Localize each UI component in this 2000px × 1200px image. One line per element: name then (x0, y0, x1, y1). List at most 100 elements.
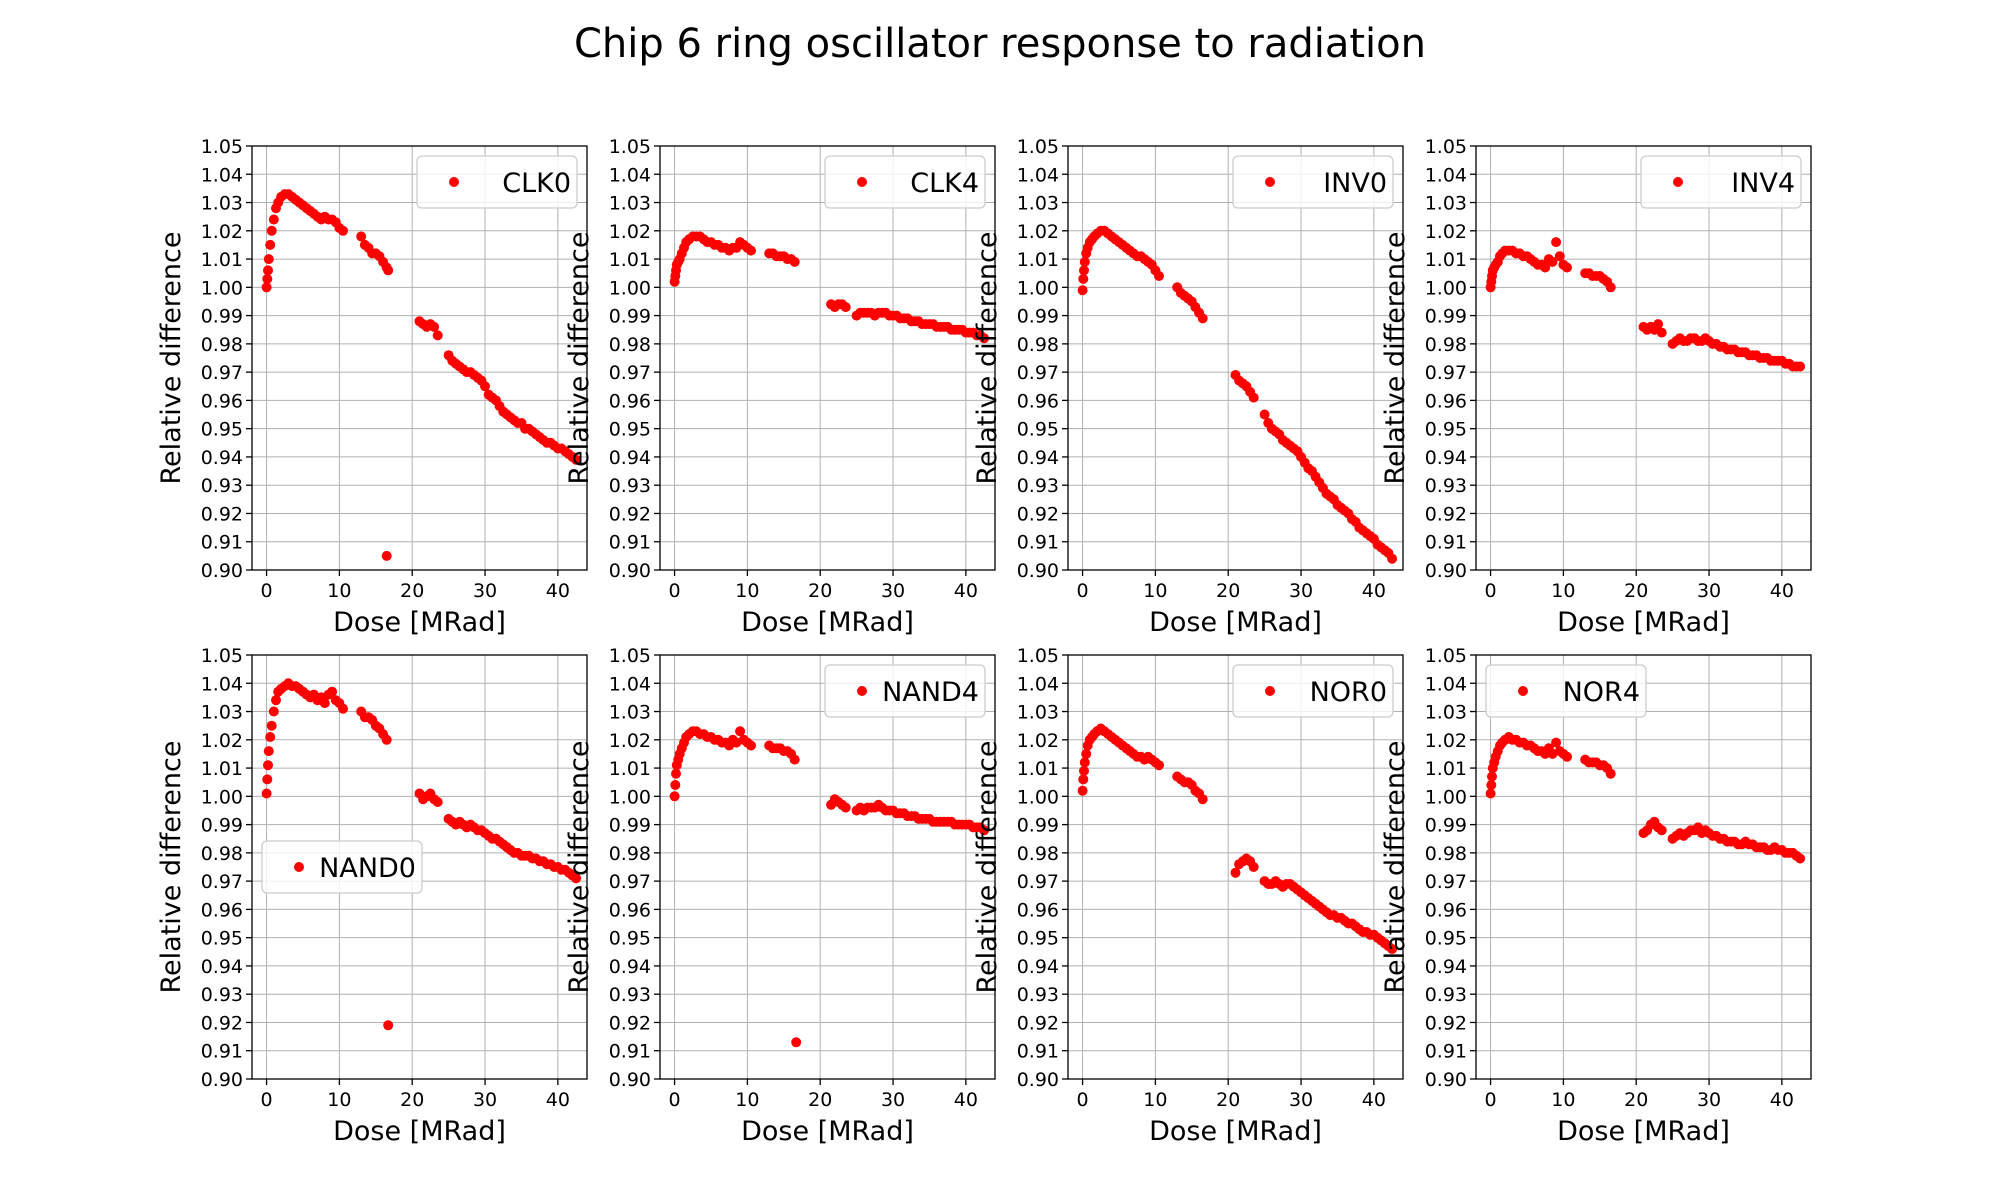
data-point (1248, 862, 1259, 872)
y-tick-label: 0.99 (1425, 306, 1467, 328)
y-tick-label: 1.00 (1425, 786, 1467, 808)
data-point (268, 706, 279, 717)
axes-frame (659, 145, 996, 571)
y-tick-label: 0.97 (1017, 362, 1059, 384)
data-point (338, 703, 348, 714)
y-tick-label: 1.01 (609, 249, 651, 271)
data-point (1197, 313, 1208, 324)
data-point (789, 754, 800, 765)
y-axis-label: Relative difference (1380, 740, 1411, 993)
data-point (1079, 256, 1090, 267)
data-point (979, 825, 990, 836)
legend-box (416, 155, 578, 209)
y-tick-label: 1.04 (201, 673, 243, 695)
data-point (327, 686, 338, 697)
y-tick-label: 0.90 (1425, 560, 1467, 582)
data-point (383, 1020, 394, 1031)
y-tick-label: 0.92 (201, 1012, 243, 1034)
data-point (1078, 273, 1089, 284)
x-tick-label: 0 (669, 580, 681, 602)
legend: NAND0 (261, 840, 423, 894)
y-tick-label: 0.90 (201, 560, 243, 582)
y-tick-label: 1.04 (201, 164, 243, 186)
x-axis-label: Dose [MRad] (333, 1116, 506, 1147)
data-point (480, 381, 490, 392)
data-point (261, 788, 272, 799)
legend-marker (294, 862, 304, 872)
y-tick-label: 1.05 (609, 645, 651, 667)
y-tick-label: 0.96 (1017, 390, 1059, 412)
data-point (262, 774, 273, 785)
axes-frame (1067, 654, 1404, 1080)
data-point (1551, 237, 1562, 248)
y-tick-label: 1.02 (609, 221, 651, 243)
x-tick-label: 0 (1077, 580, 1089, 602)
y-tick-label: 1.03 (201, 193, 243, 215)
data-point (356, 231, 367, 242)
y-tick-label: 0.94 (1425, 447, 1467, 469)
x-tick-label: 40 (954, 580, 978, 602)
x-tick-label: 20 (1624, 580, 1648, 602)
y-axis-label: Relative difference (156, 231, 187, 484)
y-tick-label: 0.91 (1425, 1041, 1467, 1063)
data-point (1077, 785, 1088, 796)
data-point (268, 214, 279, 225)
data-point (381, 734, 392, 745)
y-axis-label: Relative difference (564, 740, 595, 993)
y-tick-label: 0.92 (1017, 1012, 1059, 1034)
data-point (979, 333, 990, 344)
y-tick-label: 1.01 (201, 758, 243, 780)
data-point (1554, 251, 1565, 262)
y-tick-label: 0.96 (1425, 390, 1467, 412)
x-tick-label: 30 (473, 580, 497, 602)
subplot-inv4: 0 10 20 30 40 0.90 0.91 0.92 0.93 0.94 0.95 0.96 0.9… (1380, 136, 1812, 638)
data-point (383, 265, 394, 276)
data-point (671, 768, 681, 779)
y-axis-label: Relative difference (156, 740, 187, 993)
subplot-nand4: 0 10 20 30 40 0.90 0.91 0.92 0.93 0.94 0.95 0.96 0.9… (564, 645, 996, 1147)
data-points (669, 726, 990, 1048)
x-tick-label: 40 (1362, 1089, 1386, 1111)
y-tick-label: 0.91 (609, 1041, 651, 1063)
data-point (1079, 757, 1090, 768)
y-tick-label: 1.05 (1425, 645, 1467, 667)
data-points (1077, 723, 1398, 954)
x-tick-label: 30 (1289, 580, 1313, 602)
x-tick-label: 20 (1624, 1089, 1648, 1111)
y-tick-label: 0.93 (1017, 475, 1059, 497)
x-tick-label: 30 (881, 580, 905, 602)
y-tick-label: 0.98 (201, 843, 243, 865)
data-point (571, 873, 582, 884)
y-tick-label: 0.97 (1425, 871, 1467, 893)
y-axis-label: Relative difference (972, 740, 1003, 993)
y-tick-label: 0.95 (201, 419, 243, 441)
y-tick-label: 0.93 (1017, 984, 1059, 1006)
y-tick-label: 0.95 (1425, 928, 1467, 950)
data-point (381, 550, 392, 561)
y-tick-label: 0.97 (1425, 362, 1467, 384)
y-tick-label: 1.01 (1017, 758, 1059, 780)
y-tick-label: 0.96 (201, 390, 243, 412)
panels: 0 10 20 30 40 0.90 0.91 0.92 0.93 0.94 0.95 0.96 0.9… (156, 136, 1812, 1147)
y-tick-label: 1.02 (1425, 730, 1467, 752)
y-tick-label: 1.04 (1017, 164, 1059, 186)
subplot-nor4: 0 10 20 30 40 0.90 0.91 0.92 0.93 0.94 0.95 0.96 0.9… (1380, 645, 1812, 1147)
y-tick-label: 0.99 (201, 815, 243, 837)
data-point (266, 225, 277, 236)
legend: INV0 (1232, 155, 1394, 209)
y-tick-label: 1.02 (1017, 221, 1059, 243)
y-tick-label: 0.91 (201, 532, 243, 554)
y-tick-label: 0.99 (1017, 815, 1059, 837)
y-tick-label: 0.92 (1425, 503, 1467, 525)
legend: CLK4 (824, 155, 986, 209)
data-point (1562, 262, 1572, 273)
data-point (266, 720, 277, 731)
y-tick-label: 0.92 (1425, 1012, 1467, 1034)
data-point (432, 797, 443, 807)
x-tick-label: 40 (1362, 580, 1386, 602)
legend-box (261, 840, 423, 894)
data-point (1795, 853, 1806, 864)
y-tick-label: 1.02 (201, 730, 243, 752)
x-tick-label: 20 (808, 580, 832, 602)
axes-frame (251, 145, 588, 571)
